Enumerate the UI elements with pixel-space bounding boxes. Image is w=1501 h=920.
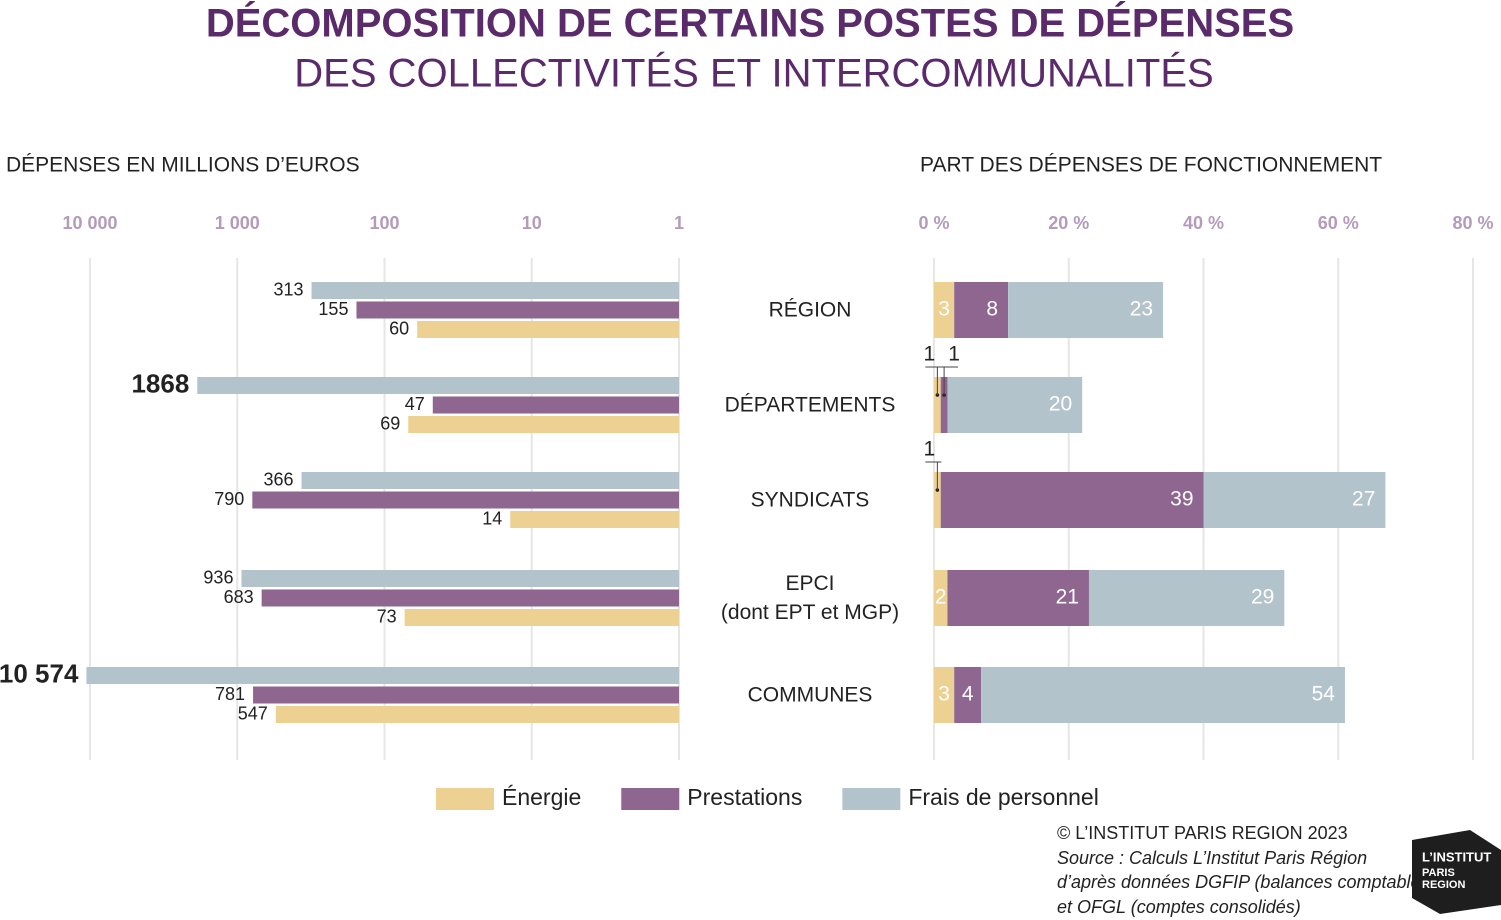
bar <box>356 301 679 319</box>
value-label: 3 <box>938 298 950 321</box>
bar-segment <box>934 472 941 528</box>
x-tick-label: 0 % <box>918 213 949 233</box>
value-label: 54 <box>1312 683 1336 706</box>
value-label: 366 <box>263 469 293 489</box>
bar <box>301 472 679 489</box>
value-label: 27 <box>1352 488 1375 511</box>
value-label: 781 <box>215 684 245 704</box>
logo-text: PARIS <box>1422 867 1455 879</box>
bar <box>252 491 680 509</box>
logo-text: REGION <box>1422 879 1465 891</box>
value-label: 29 <box>1251 586 1274 609</box>
bar <box>86 667 679 684</box>
category-label: RÉGION <box>768 298 852 322</box>
value-label: 1 <box>948 343 960 366</box>
value-label: 547 <box>238 703 268 723</box>
x-tick-label: 60 % <box>1318 213 1359 233</box>
value-label: 47 <box>405 394 425 414</box>
legend-swatch <box>842 788 901 810</box>
bar <box>253 686 679 704</box>
bar <box>408 416 679 433</box>
x-tick-label: 1 000 <box>215 213 260 233</box>
x-tick-label: 10 000 <box>62 213 117 233</box>
value-label: 21 <box>1056 586 1079 609</box>
x-tick-label: 20 % <box>1048 213 1089 233</box>
x-tick-label: 100 <box>369 213 399 233</box>
legend-label: Prestations <box>687 784 802 810</box>
category-label: COMMUNES <box>747 683 873 707</box>
chart-title: DÉPENSES EN MILLIONS D’EUROS <box>6 154 360 177</box>
source: Source : Calculs L’Institut Paris Région <box>1057 848 1367 868</box>
logo-text: L’INSTITUT <box>1422 849 1491 864</box>
x-tick-label: 1 <box>674 213 684 233</box>
bar <box>432 396 679 414</box>
legend-label: Énergie <box>502 784 581 810</box>
x-tick-label: 10 <box>522 213 542 233</box>
x-tick-label: 40 % <box>1183 213 1224 233</box>
bar-segment <box>934 667 955 723</box>
bar <box>275 706 679 723</box>
logo-shape <box>1412 830 1501 914</box>
value-label: 4 <box>962 683 974 706</box>
value-label: 60 <box>389 318 409 338</box>
bar-segment <box>934 570 948 626</box>
value-label: 73 <box>377 606 397 626</box>
value-label: 8 <box>986 298 998 321</box>
value-label: 69 <box>380 413 400 433</box>
source: d’après données DGFIP (balances comptabl… <box>1057 872 1436 892</box>
value-label: 3 <box>938 683 950 706</box>
chart-title: PART DES DÉPENSES DE FONCTIONNEMENT <box>920 154 1382 177</box>
value-label: 936 <box>203 567 233 587</box>
bar <box>261 589 679 607</box>
subtitle: DES COLLECTIVITÉS ET INTERCOMMUNALITÉS <box>294 51 1213 96</box>
value-label: 39 <box>1170 488 1193 511</box>
x-tick-label: 80 % <box>1452 213 1493 233</box>
bar-segment <box>947 377 1083 433</box>
value-label: 155 <box>318 299 348 319</box>
value-label: 313 <box>273 279 303 299</box>
value-label: 14 <box>482 508 502 528</box>
bar-segment <box>940 377 948 433</box>
value-label: 1868 <box>131 368 189 398</box>
bar-segment <box>981 667 1345 723</box>
legend-swatch <box>621 788 680 810</box>
bar-segment <box>1088 570 1285 626</box>
bar <box>417 321 679 338</box>
value-label: 1 <box>924 438 936 461</box>
bar-segment <box>934 377 941 433</box>
bar-segment <box>940 472 1204 528</box>
value-label: 20 <box>1049 393 1072 416</box>
bar-segment <box>947 570 1089 626</box>
bar-segment <box>954 282 1009 338</box>
legend-label: Frais de personnel <box>908 784 1099 810</box>
bar <box>241 570 680 587</box>
value-label: 1 <box>924 343 936 366</box>
category-label: EPCI (dont EPT et MGP) <box>720 572 900 624</box>
title: DÉCOMPOSITION DE CERTAINS POSTES DE DÉPE… <box>206 1 1294 46</box>
value-label: 683 <box>224 587 254 607</box>
copyright: © L’INSTITUT PARIS REGION 2023 <box>1057 823 1348 843</box>
category-label: DÉPARTEMENTS <box>724 393 896 417</box>
category-label: SYNDICATS <box>750 488 870 512</box>
bar-segment <box>1008 282 1164 338</box>
value-label: 2 <box>935 586 947 609</box>
source: et OFGL (comptes consolidés) <box>1057 897 1301 917</box>
value-label: 10 574 <box>0 658 79 688</box>
bar <box>510 511 679 528</box>
bar <box>311 282 679 299</box>
legend-swatch <box>436 788 494 810</box>
bar-segment <box>1203 472 1386 528</box>
bar <box>404 609 679 626</box>
value-label: 790 <box>214 489 244 509</box>
bar-segment <box>934 282 955 338</box>
value-label: 23 <box>1130 298 1153 321</box>
bar <box>197 377 680 394</box>
bar-segment <box>954 667 982 723</box>
